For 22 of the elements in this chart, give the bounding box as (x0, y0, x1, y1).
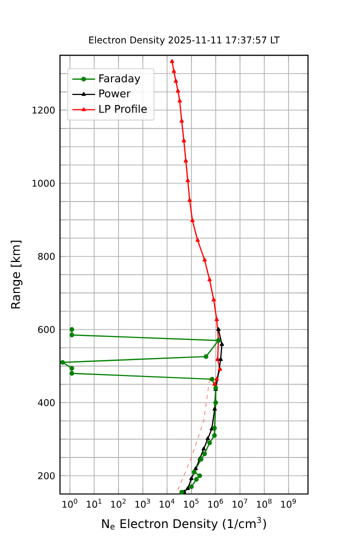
legend-label: LP Profile (99, 104, 147, 113)
x-tick-label: 10$^{1}$ (86, 498, 102, 508)
x-tick-label: 10$^{8}$ (256, 498, 272, 508)
y-tick-label: 400 (38, 399, 55, 406)
y-tick-label: 600 (38, 326, 55, 334)
legend-label: Faraday (99, 74, 140, 84)
y-tick-label: 200 (38, 472, 55, 480)
legend-label: Power (99, 90, 131, 98)
y-tick-label: 800 (38, 252, 55, 260)
y-tick-label: 1200 (32, 106, 55, 114)
x-tick-label: 10$^{2}$ (111, 498, 126, 508)
x-tick-label: 10$^{9}$ (281, 498, 296, 508)
x-tick-label: 10$^{5}$ (184, 498, 199, 508)
y-axis-title: Range [km] (10, 240, 22, 308)
x-tick-label: 10$^{7}$ (232, 498, 248, 508)
x-tick-label: 10$^{6}$ (208, 498, 224, 508)
chart-title: Electron Density 2025-11-11 17:37:57 LT (89, 36, 280, 46)
x-tick-label: 10$^{3}$ (135, 498, 150, 508)
x-tick-label: 10$^{4}$ (160, 498, 174, 508)
x-axis-title: N$_{e}$ Electron Density (1/cm$^{3}$) (102, 516, 266, 530)
y-tick-label: 1000 (32, 180, 55, 187)
x-tick-label: 10$^{0}$ (62, 498, 78, 508)
